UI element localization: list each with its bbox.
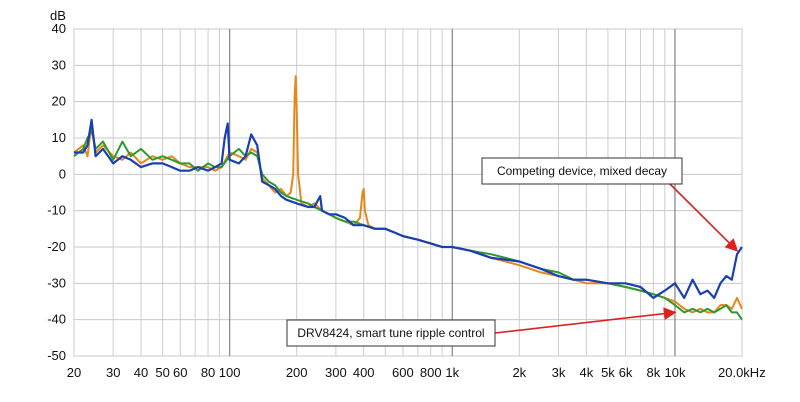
x-tick-label: 600 [392,365,414,380]
x-tick-label: 8k [647,365,661,380]
x-tick-label: 4k [579,365,593,380]
plot-frame [73,28,743,357]
y-tick-label: -40 [47,312,66,327]
x-tick-label: 40 [134,365,148,380]
series-line [74,118,743,299]
x-tick-label: 20 [67,365,81,380]
x-tick-label: 400 [353,365,375,380]
x-tick-label: 30 [106,365,120,380]
annotation-box [286,319,496,347]
annotation-text: DRV8424, smart tune ripple control [297,326,484,340]
x-tick-label: 300 [325,365,347,380]
y-tick-label: -30 [47,275,66,290]
x-tick-label: 60 [173,365,187,380]
y-tick-label: -10 [47,203,66,218]
x-tick-label: 100 [219,365,241,380]
y-tick-label: 30 [52,57,66,72]
x-tick-label: 5k [601,365,615,380]
x-tick-label: 6k [619,365,633,380]
x-tick-label: 80 [201,365,215,380]
y-tick-label: 10 [52,130,66,145]
y-tick-label: -20 [47,239,66,254]
series-line [73,129,743,321]
annotation-box [481,157,683,185]
y-tick-label: 40 [52,21,66,36]
annotation-arrow [494,307,677,334]
annotation-text: Competing device, mixed decay [497,164,667,178]
x-tick-label: 200 [286,365,308,380]
x-tick-label: 20.0kHz [718,365,766,380]
x-tick-label: 3k [552,365,566,380]
y-tick-label: 0 [59,166,66,181]
x-tick-label: 10k [664,365,685,380]
x-tick-label: 50 [155,365,169,380]
x-tick-label: 1k [445,365,459,380]
y-tick-label: 20 [52,94,66,109]
y-tick-label: -50 [47,348,66,363]
annotation-arrow [669,183,739,252]
y-unit-label: dB [50,8,66,23]
x-tick-label: 2k [512,365,526,380]
x-tick-label: 800 [420,365,442,380]
